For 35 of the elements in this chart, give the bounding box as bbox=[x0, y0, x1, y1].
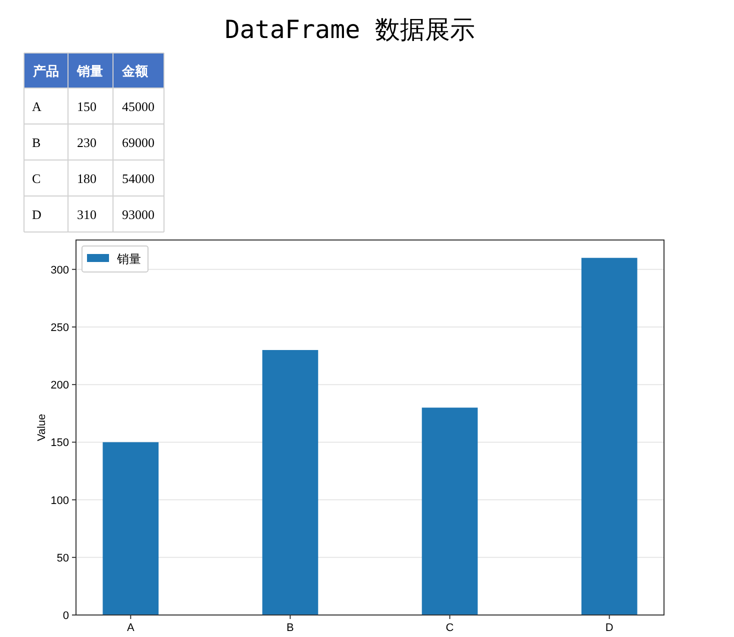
data-label: 54000 bbox=[122, 171, 154, 186]
x-tick-label: D bbox=[605, 622, 614, 634]
bar bbox=[262, 350, 318, 615]
data-label: 69000 bbox=[122, 135, 154, 150]
text: DataFrame 数据展示 bbox=[224, 15, 476, 44]
data-label: 230 bbox=[77, 135, 96, 150]
column-header: 产品 bbox=[33, 64, 59, 80]
column-header: 金额 bbox=[122, 64, 148, 80]
y-tick-label: 100 bbox=[50, 494, 69, 507]
x-tick-label: B bbox=[286, 622, 294, 634]
legend: 销量 bbox=[82, 246, 148, 272]
bar bbox=[102, 442, 159, 615]
x-tick-label: C bbox=[446, 622, 454, 634]
bar bbox=[422, 408, 478, 615]
y-tick-label: 150 bbox=[50, 437, 69, 450]
data-label: 150 bbox=[77, 99, 96, 114]
table: 产品 销量 金额 A 150 45000 B 230 69000 C 180 54000 D 310 93000 bbox=[24, 52, 164, 232]
x-tick-label: A bbox=[126, 622, 135, 634]
data-label: 180 bbox=[77, 171, 96, 186]
data-label: 93000 bbox=[122, 207, 154, 222]
y-axis-title: Value bbox=[36, 414, 48, 442]
data-label: 45000 bbox=[122, 99, 154, 114]
column-header: 销量 bbox=[77, 64, 103, 80]
y-tick-label: 50 bbox=[56, 552, 69, 564]
y-tick-label: 200 bbox=[50, 380, 69, 392]
y-tick-label: 250 bbox=[50, 322, 69, 334]
data-label: 310 bbox=[77, 207, 96, 222]
y-tick-label: 300 bbox=[50, 264, 69, 276]
category-label: D bbox=[32, 207, 42, 222]
category-label: B bbox=[32, 135, 41, 150]
category-label: C bbox=[32, 171, 41, 186]
bar bbox=[581, 258, 638, 615]
category-label: A bbox=[32, 99, 42, 114]
y-tick-label: 0 bbox=[62, 610, 69, 622]
legend-label: 销量 bbox=[116, 252, 141, 266]
